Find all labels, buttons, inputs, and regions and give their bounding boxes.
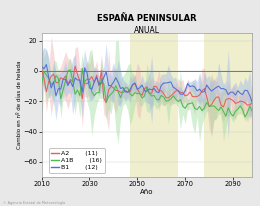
Text: ESPAÑA PENINSULAR: ESPAÑA PENINSULAR (97, 14, 197, 23)
Bar (204, 33, 252, 177)
Y-axis label: Cambio en nº de días de helada: Cambio en nº de días de helada (17, 61, 22, 149)
Bar (130, 33, 178, 177)
Text: © Agencia Estatal de Meteorología: © Agencia Estatal de Meteorología (3, 201, 65, 205)
Text: ANUAL: ANUAL (134, 26, 160, 35)
X-axis label: Año: Año (140, 189, 154, 195)
Legend: A2        (11), A1B        (16), B1        (12): A2 (11), A1B (16), B1 (12) (49, 148, 105, 173)
